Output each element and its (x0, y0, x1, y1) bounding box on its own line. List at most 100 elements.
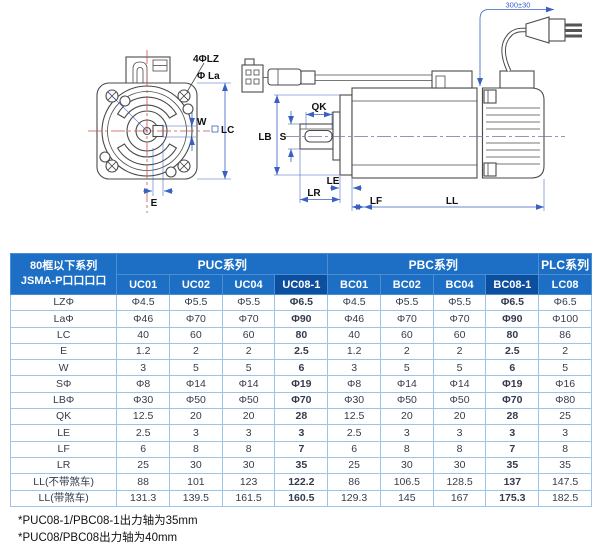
spec-cell: Φ8 (327, 375, 381, 393)
spec-cell: 6 (327, 440, 381, 458)
spec-cell: Φ30 (327, 391, 381, 410)
spec-cell: 5 (432, 359, 487, 377)
spec-cell: 35 (485, 456, 540, 475)
footnotes: *PUC08-1/PBC08-1出力轴为35mm *PUC08/PBC08出力轴… (18, 513, 198, 548)
spec-cell: 3 (379, 424, 434, 442)
column-header-bc02: BC02 (379, 274, 434, 295)
spec-cell: 3 (432, 424, 487, 442)
spec-cell: Φ70 (485, 391, 540, 410)
model-header-row: UC01 UC02 UC04 UC08-1 BC01 BC02 BC04 BC08-1 LC08 (11, 274, 592, 295)
row-label: LZΦ (9, 293, 118, 312)
table-row: LZΦ Φ4.5 Φ5.5 Φ5.5 Φ6.5 Φ4.5 Φ5.5 Φ5.5 Φ6.5 Φ6.5 (9, 293, 592, 312)
spec-cell: 7 (274, 440, 329, 458)
encoder-cable (241, 58, 432, 93)
spec-cell: 86 (327, 473, 381, 491)
dim-label-w: W (197, 117, 207, 128)
spec-cell: 88 (116, 473, 171, 491)
dim-label-4lz: 4ΦLZ (193, 54, 219, 65)
spec-cell: Φ19 (274, 375, 329, 393)
dim-label-la: Φ La (197, 71, 220, 82)
table-row: LC 40 60 60 80 40 60 60 80 86 (9, 326, 592, 344)
table-row: LL(不带煞车) 88 101 123 122.2 86 106.5 128.5 137 147.… (9, 473, 592, 491)
spec-cell: 7 (485, 440, 540, 458)
encoder-terminal (431, 70, 473, 89)
table-row: QK 12.5 20 20 28 12.5 20 20 28 25 (9, 408, 592, 426)
spec-cell: 8 (379, 440, 434, 458)
spec-cell: Φ5.5 (379, 293, 434, 312)
spec-cell: 30 (221, 456, 276, 475)
rear-housing (481, 87, 545, 179)
footnote-2: *PUC08/PBC08出力轴为40mm (18, 532, 178, 545)
spec-cell: 2 (221, 342, 276, 361)
table-row: LL(带煞车) 131.3 139.5 161.5 160.5 129.3 145 167 17… (9, 489, 592, 507)
spec-cell: 2.5 (116, 424, 171, 442)
dim-label-lf: LF (370, 196, 382, 207)
spec-cell: Φ46 (327, 310, 381, 328)
row-label: E (9, 342, 118, 361)
spec-cell: 8 (538, 440, 592, 458)
spec-cell: 30 (169, 456, 223, 475)
dim-label-qk: QK (312, 102, 328, 113)
flange-plate (339, 94, 353, 176)
spec-cell: 2 (169, 342, 223, 361)
spec-cell: 5 (221, 359, 276, 377)
spec-cell: Φ50 (221, 391, 276, 410)
spec-cell: 122.2 (274, 473, 329, 491)
row-label: LR (9, 456, 118, 475)
spec-cell: 60 (379, 326, 434, 344)
spec-cell: 8 (221, 440, 276, 458)
spec-cell: 123 (221, 473, 276, 491)
spec-cell: Φ14 (379, 375, 434, 393)
spec-cell: 40 (116, 326, 171, 344)
table-row: SΦ Φ8 Φ14 Φ14 Φ19 Φ8 Φ14 Φ14 Φ19 Φ16 (9, 375, 592, 393)
dim-label-lb: LB (258, 132, 271, 143)
spec-cell: Φ90 (485, 310, 540, 328)
spec-cell: 131.3 (116, 489, 171, 507)
spec-cell: 6 (485, 359, 540, 377)
spec-cell: 5 (538, 359, 592, 377)
corner-line1: 80框以下系列 (30, 260, 98, 273)
table-row: LF 6 8 8 7 6 8 8 7 8 (9, 440, 592, 458)
dim-label-lr: LR (307, 188, 321, 199)
spec-cell: 60 (221, 326, 276, 344)
spec-cell: Φ4.5 (116, 293, 171, 312)
spec-cell: 1.2 (116, 342, 171, 361)
spec-cell: Φ6.5 (485, 293, 540, 312)
spec-cell: 20 (169, 408, 223, 426)
column-header-bc01: BC01 (327, 274, 381, 295)
spec-cell: Φ50 (432, 391, 487, 410)
spec-cell: 182.5 (538, 489, 592, 507)
spec-cell: Φ70 (169, 310, 223, 328)
group-header-puc: PUC系列 (116, 253, 329, 275)
spec-cell: 20 (432, 408, 487, 426)
row-label: LaΦ (9, 310, 118, 328)
spec-cell: 80 (485, 326, 540, 344)
table-corner: 80框以下系列 JSMA-P口口口口 (9, 253, 118, 295)
spec-cell: 25 (538, 408, 592, 426)
spec-cell: Φ6.5 (538, 293, 592, 312)
dim-label-le: LE (327, 176, 340, 187)
spec-cell: 147.5 (538, 473, 592, 491)
table-row: LaΦ Φ46 Φ70 Φ70 Φ90 Φ46 Φ70 Φ70 Φ90 Φ100 (9, 310, 592, 328)
spec-cell: Φ14 (221, 375, 276, 393)
column-header-uc02: UC02 (169, 274, 223, 295)
spec-cell: 12.5 (327, 408, 381, 426)
spec-cell: 137 (485, 473, 540, 491)
spec-cell: 25 (116, 456, 171, 475)
pilot-boss (332, 111, 341, 161)
group-header-plc: PLC系列 (538, 253, 592, 275)
spec-cell: 106.5 (379, 473, 434, 491)
spec-cell: Φ16 (538, 375, 592, 393)
side-view-drawing: 300±30 QK S LB LE (241, 1, 582, 211)
spec-cell: 12.5 (116, 408, 171, 426)
square-symbol (211, 125, 219, 133)
dim-label-s: S (280, 132, 287, 143)
spec-cell: 25 (327, 456, 381, 475)
row-label: LL(不带煞车) (9, 473, 118, 491)
spec-cell: 8 (169, 440, 223, 458)
table-row: E 1.2 2 2 2.5 1.2 2 2 2.5 2 (9, 342, 592, 361)
column-header-bc08-1: BC08-1 (485, 274, 540, 295)
spec-cell: Φ70 (379, 310, 434, 328)
